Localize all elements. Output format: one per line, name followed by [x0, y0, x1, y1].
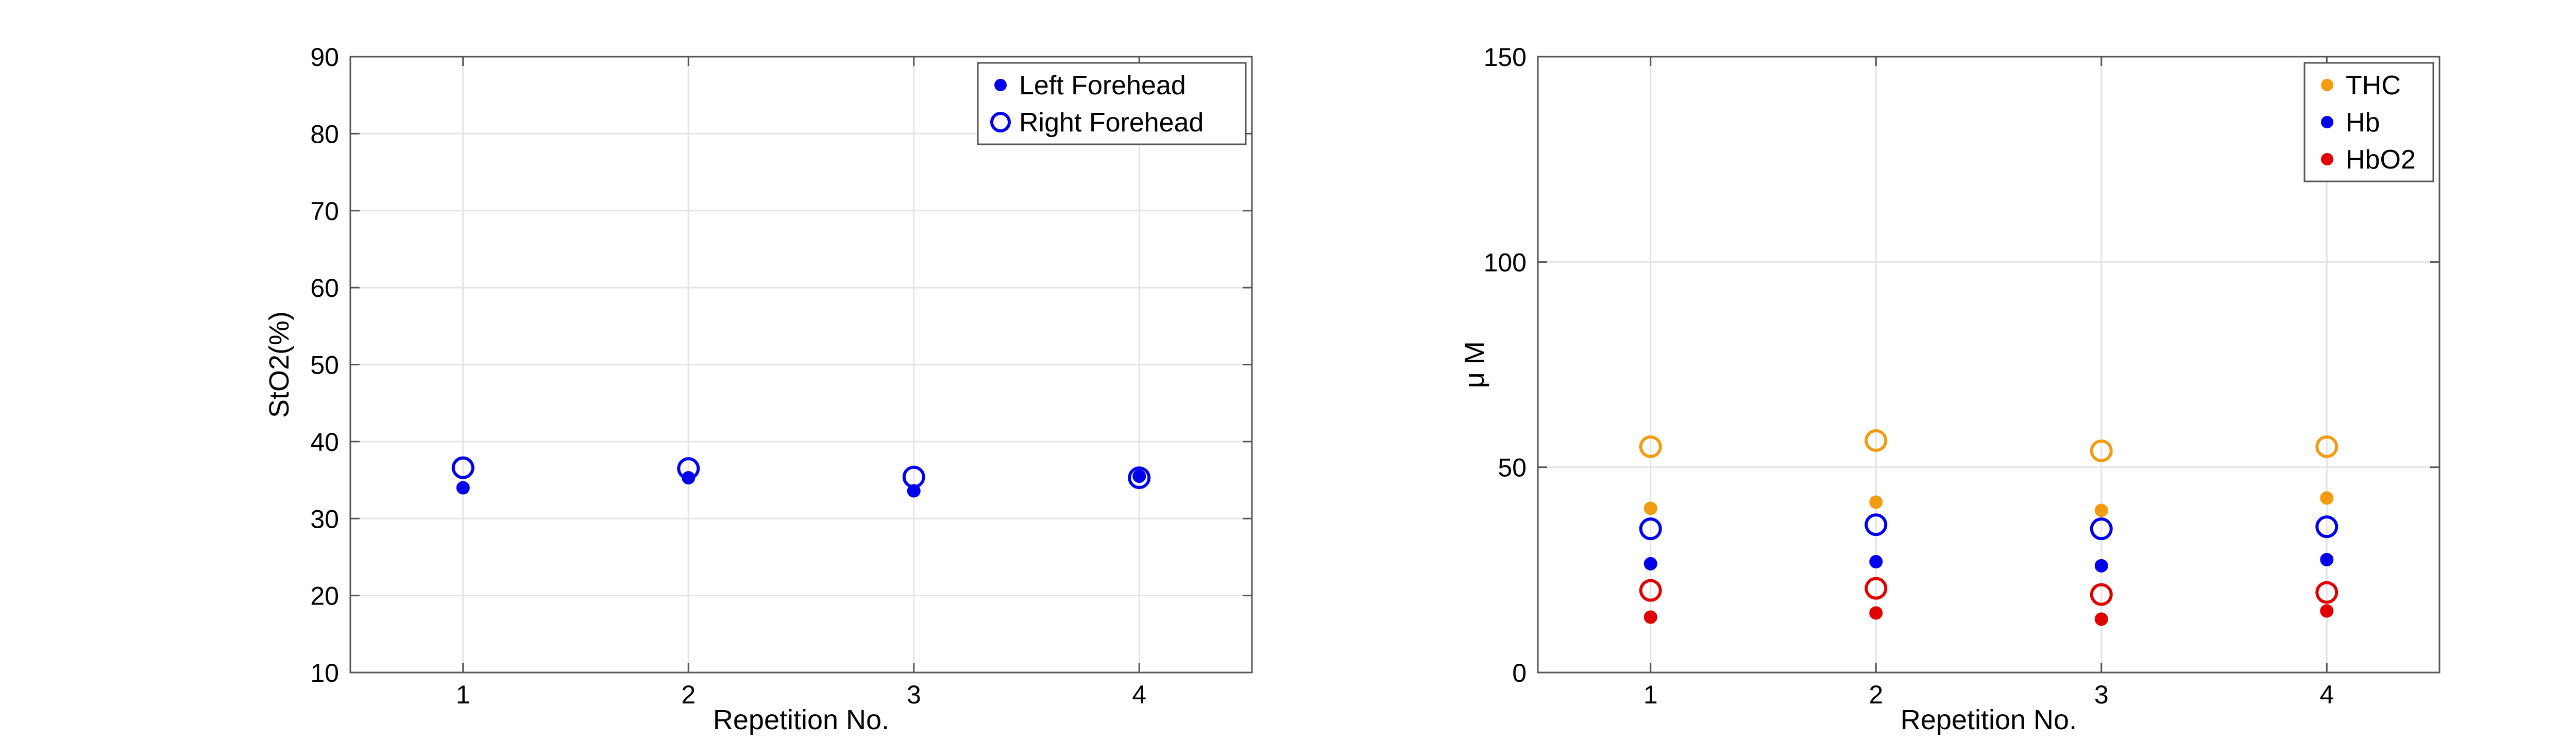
x-axis-label: Repetition No. [713, 704, 889, 735]
x-tick-label: 4 [1132, 680, 1146, 709]
x-tick-label: 2 [1869, 680, 1883, 709]
legend-box [977, 62, 1247, 145]
axes-frame [1537, 56, 2441, 674]
x-tick-label: 2 [681, 680, 696, 709]
plot-area [1538, 57, 2439, 673]
y-tick-label: 80 [310, 120, 339, 148]
data-point [2090, 439, 2113, 462]
legend-label: Hb [2346, 108, 2380, 138]
x-tick-label: 4 [2319, 680, 2334, 709]
legend-marker [2321, 153, 2333, 165]
legend: THC Hb HbO2 [2303, 62, 2434, 182]
legend-marker [994, 79, 1007, 91]
data-point [451, 456, 474, 479]
data-point [677, 457, 700, 480]
data-point [2315, 435, 2338, 458]
y-tick-label: 20 [310, 582, 339, 611]
legend-marker [2321, 116, 2333, 128]
y-axis-label: StO2(%) [264, 311, 295, 418]
data-point [2090, 583, 2113, 606]
legend-label: Right Forehead [1019, 108, 1204, 138]
legend-label: HbO2 [2346, 145, 2416, 175]
data-point [1639, 579, 1662, 602]
legend-marker [990, 112, 1011, 132]
y-axis-label: μ M [1459, 341, 1490, 388]
y-tick-label: 30 [310, 505, 339, 533]
data-point [1643, 557, 1657, 570]
axes-frame [349, 56, 1253, 674]
data-point [2315, 515, 2338, 539]
data-point [2320, 604, 2334, 618]
y-tick-label: 10 [310, 659, 339, 687]
data-point [2320, 491, 2334, 505]
x-tick-label: 1 [1643, 680, 1658, 709]
y-tick-label: 0 [1512, 659, 1527, 687]
data-point [1869, 495, 1883, 509]
data-point [2090, 517, 2113, 541]
data-point [2320, 552, 2334, 566]
data-point [1132, 469, 1146, 483]
legend-label: Left Forehead [1019, 71, 1186, 100]
data-point [902, 465, 925, 489]
data-point [1869, 555, 1883, 568]
x-axis-label: Repetition No. [1901, 704, 2077, 735]
legend: Left Forehead Right Forehead [977, 62, 1247, 145]
chart-concentration: 1 2 3 4 0 50 100 150 Repetition No. μ M THC Hb HbO2 [1459, 43, 2441, 735]
data-point [1869, 606, 1883, 620]
data-point [1128, 466, 1151, 490]
y-tick-label: 150 [1484, 43, 1527, 72]
data-point [2315, 581, 2338, 604]
data-point [456, 481, 470, 495]
y-tick-label: 50 [1498, 453, 1527, 482]
y-tick-label: 100 [1484, 248, 1527, 277]
data-point [1865, 429, 1888, 452]
y-tick-label: 40 [310, 428, 339, 457]
data-point [2094, 612, 2108, 626]
y-tick-label: 50 [310, 351, 339, 380]
legend-label: THC [2346, 71, 2401, 100]
y-tick-label: 70 [310, 197, 339, 226]
data-point [2094, 559, 2108, 573]
x-tick-label: 1 [456, 680, 470, 709]
data-point [1639, 435, 1662, 458]
x-tick-label: 3 [2094, 680, 2109, 709]
y-tick-label: 90 [310, 43, 339, 72]
data-point [2094, 503, 2108, 517]
data-point [1643, 501, 1657, 515]
chart-sto2: 1 2 3 4 10 20 30 40 50 60 70 80 90 Repetition No. StO2… [264, 43, 1253, 735]
y-tick-label: 60 [310, 274, 339, 303]
data-point [1865, 577, 1888, 600]
data-point [1643, 610, 1657, 624]
legend-marker [2321, 79, 2333, 91]
data-point [1639, 517, 1662, 541]
x-tick-label: 3 [907, 680, 921, 709]
data-point [1865, 513, 1888, 536]
